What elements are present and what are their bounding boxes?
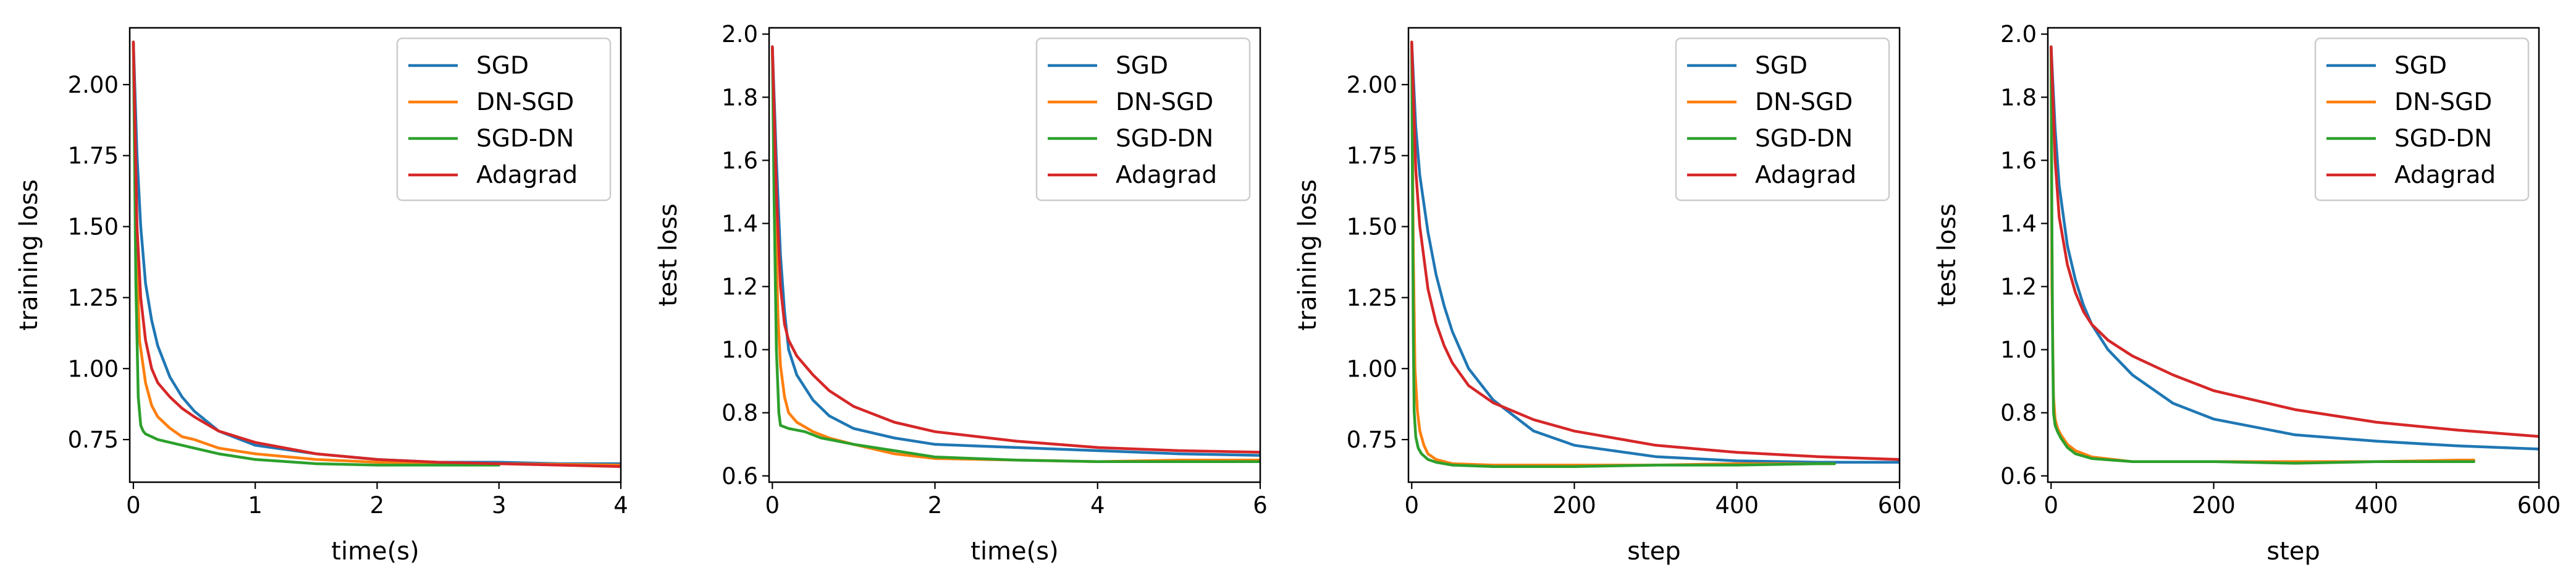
legend-label-sgd-dn: SGD-DN — [1755, 125, 1853, 153]
y-tick-label: 0.8 — [2000, 400, 2037, 427]
y-axis-label: training loss — [1294, 179, 1322, 331]
y-tick-label: 2.00 — [1347, 72, 1397, 98]
plot-frame — [768, 27, 1261, 483]
legend-label-dn-sgd: DN-SGD — [1116, 88, 1213, 116]
legend-label-dn-sgd: DN-SGD — [2394, 88, 2492, 116]
x-tick-label: 400 — [1715, 492, 1759, 519]
x-tick-label: 4 — [1090, 492, 1105, 519]
legend-box — [1675, 37, 1890, 202]
x-axis-label: step — [1627, 537, 1681, 566]
series-line-sgd-dn — [1410, 40, 1836, 468]
legend-label-sgd-dn: SGD-DN — [2394, 125, 2492, 153]
y-tick-label: 1.25 — [1347, 284, 1397, 311]
legend-label-adagrad: Adagrad — [1116, 161, 1217, 189]
series-line-adagrad — [771, 45, 1260, 454]
x-tick-label: 200 — [1552, 492, 1596, 519]
x-tick-label: 6 — [1253, 492, 1268, 519]
y-tick-label: 1.2 — [722, 274, 758, 300]
legend-label-sgd-dn: SGD-DN — [476, 125, 574, 153]
legend-label-sgd-dn: SGD-DN — [1116, 125, 1213, 153]
y-tick-label: 1.6 — [2000, 147, 2037, 174]
x-tick-label: 0 — [126, 492, 141, 519]
y-axis-label: training loss — [15, 179, 43, 331]
x-tick-label: 3 — [492, 492, 507, 519]
x-axis-label: step — [2267, 537, 2320, 566]
y-tick-label: 1.8 — [722, 84, 758, 111]
chart-3: 0 200 400 600 0.75 1.00 1.25 1.50 1.75 2.00 step tr… — [1294, 27, 1922, 566]
y-tick-label: 2.00 — [68, 72, 119, 98]
y-tick-label: 1.50 — [68, 214, 119, 240]
legend-box — [396, 37, 612, 202]
y-axis-label: test loss — [654, 203, 683, 307]
y-tick-label: 1.0 — [2000, 337, 2037, 363]
legend-label-sgd: SGD — [1116, 52, 1168, 80]
series-line-sgd-dn — [2050, 45, 2475, 465]
y-tick-label: 1.2 — [2000, 274, 2037, 300]
y-tick-label: 1.4 — [722, 210, 758, 237]
y-tick-label: 1.8 — [2000, 84, 2037, 111]
x-tick-label: 200 — [2192, 492, 2236, 519]
x-tick-label: 0 — [2044, 492, 2058, 519]
y-tick-label: 1.6 — [722, 147, 758, 174]
x-axis-label: time(s) — [970, 537, 1058, 566]
x-tick-label: 600 — [2517, 492, 2561, 519]
y-tick-label: 1.50 — [1347, 214, 1397, 240]
y-tick-label: 1.75 — [68, 143, 119, 169]
plot-frame — [2047, 27, 2540, 483]
y-tick-label: 1.75 — [1347, 143, 1397, 169]
series-line-adagrad — [132, 40, 621, 468]
legend-label-sgd: SGD — [476, 52, 529, 80]
series-line-sgd — [2050, 45, 2539, 451]
y-tick-label: 1.0 — [722, 337, 758, 363]
legend: SGD DN-SGD SGD-DN Adagrad — [1675, 37, 1890, 202]
legend: SGD DN-SGD SGD-DN Adagrad — [1035, 37, 1251, 202]
y-tick-label: 0.6 — [722, 463, 758, 490]
legend-box — [1035, 37, 1251, 202]
series-line-sgd — [771, 45, 1260, 457]
legend-label-adagrad: Adagrad — [2394, 161, 2496, 189]
y-tick-label: 0.6 — [2000, 463, 2037, 490]
series-line-sgd-dn — [132, 40, 500, 467]
y-axis-label: test loss — [1933, 203, 1961, 307]
plot-frame — [128, 27, 622, 483]
series-line-adagrad — [2050, 45, 2539, 438]
x-tick-label: 2 — [928, 492, 943, 519]
x-axis-label: time(s) — [331, 537, 419, 566]
y-tick-label: 1.00 — [1347, 355, 1397, 382]
x-tick-label: 400 — [2354, 492, 2398, 519]
legend-label-adagrad: Adagrad — [476, 161, 578, 189]
y-tick-label: 1.00 — [68, 355, 119, 382]
x-tick-label: 0 — [765, 492, 780, 519]
x-tick-label: 1 — [248, 492, 263, 519]
y-tick-label: 1.25 — [68, 284, 119, 311]
legend: SGD DN-SGD SGD-DN Adagrad — [2314, 37, 2530, 202]
series-line-dn-sgd — [132, 40, 621, 467]
legend-label-dn-sgd: DN-SGD — [1755, 88, 1853, 116]
chart-4: 0 200 400 600 0.6 0.8 1.0 1.2 1.4 1.6 1.8 2.0 step te… — [1933, 21, 2561, 566]
x-tick-label: 4 — [613, 492, 628, 519]
y-tick-label: 0.75 — [1347, 427, 1397, 453]
y-tick-label: 2.0 — [722, 21, 758, 48]
y-tick-label: 2.0 — [2000, 21, 2037, 48]
chart-2: 0 2 4 6 0.6 0.8 1.0 1.2 1.4 1.6 1.8 2.0 time(s) test … — [654, 21, 1268, 566]
legend-label-dn-sgd: DN-SGD — [476, 88, 574, 116]
y-tick-label: 0.8 — [722, 400, 758, 427]
chart-1: 0 1 2 3 4 0.75 1.00 1.25 1.50 1.75 2.00 time(s) trai… — [15, 27, 628, 566]
legend-label-sgd: SGD — [2394, 52, 2447, 80]
series-line-adagrad — [1410, 40, 1900, 461]
y-tick-label: 0.75 — [68, 427, 119, 453]
x-tick-label: 600 — [1878, 492, 1922, 519]
legend-label-sgd: SGD — [1755, 52, 1808, 80]
legend-box — [2314, 37, 2530, 202]
series-line-sgd — [1410, 40, 1900, 464]
x-tick-label: 0 — [1404, 492, 1419, 519]
series-line-sgd-dn — [771, 45, 1260, 464]
legend: SGD DN-SGD SGD-DN Adagrad — [396, 37, 612, 202]
y-tick-label: 1.4 — [2000, 210, 2037, 237]
x-tick-label: 2 — [370, 492, 385, 519]
legend-label-adagrad: Adagrad — [1755, 161, 1856, 189]
plot-frame — [1407, 27, 1901, 483]
